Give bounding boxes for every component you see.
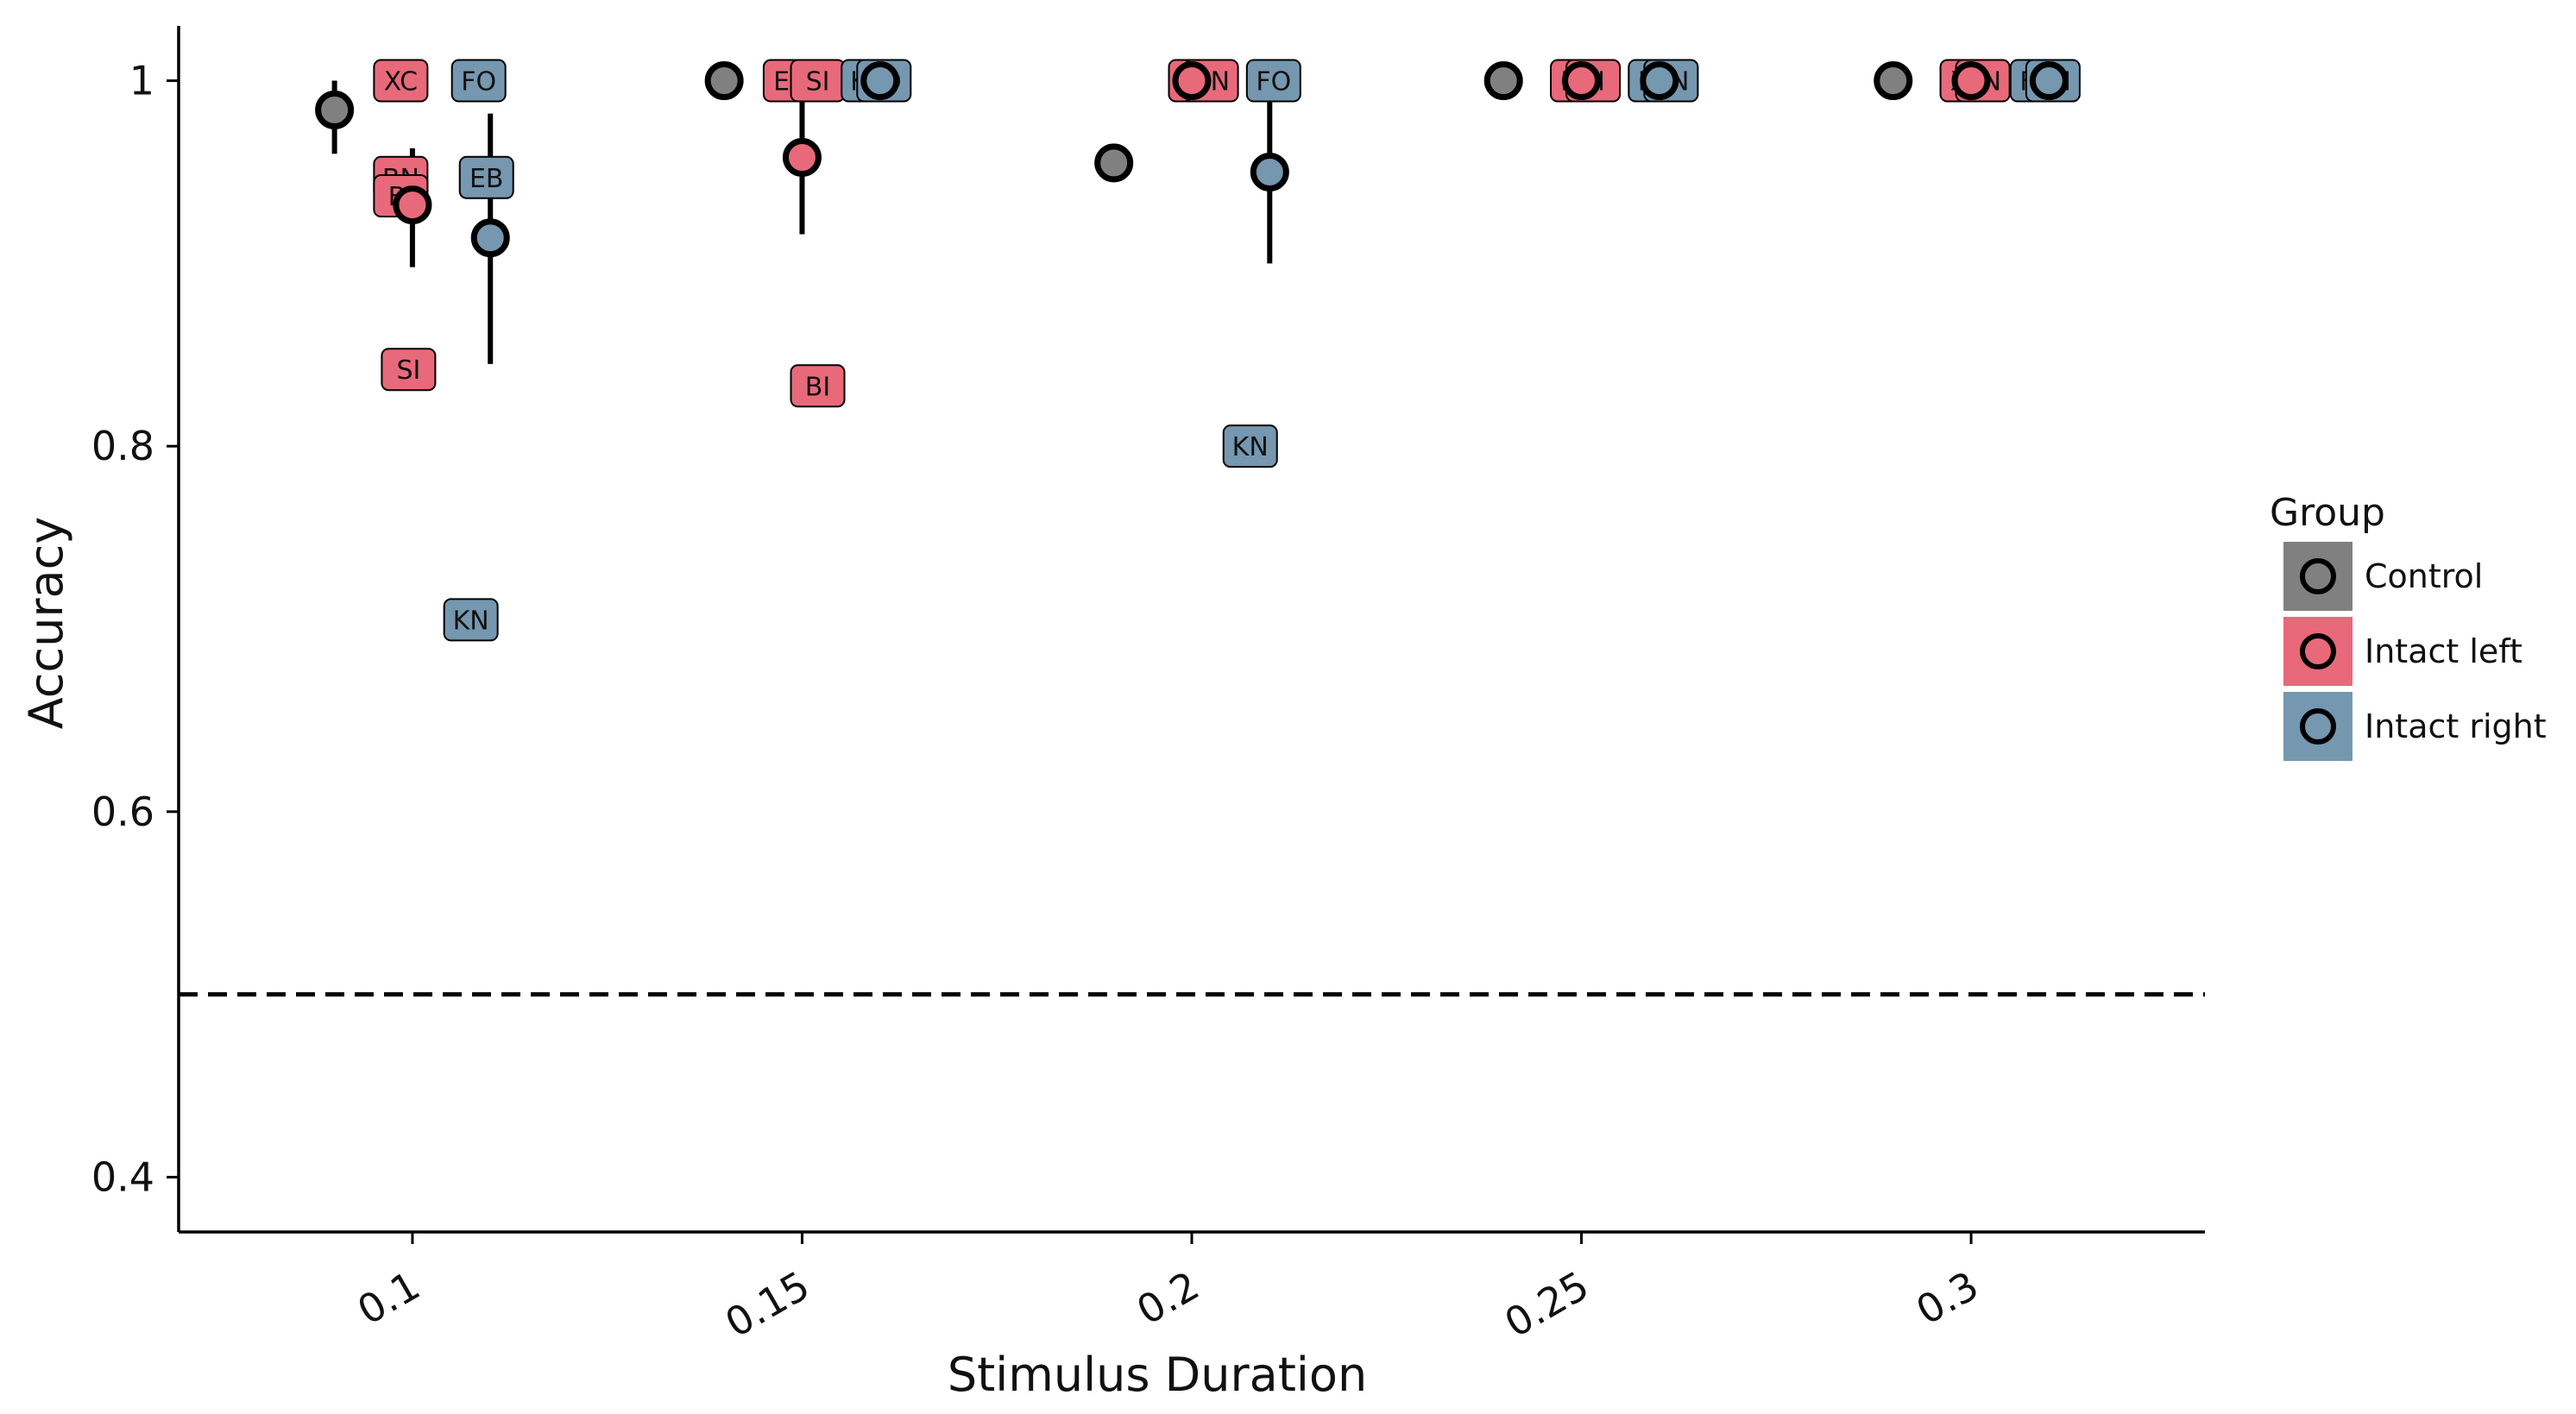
participant-label: EB (458, 155, 514, 199)
participant-label-text: EB (469, 164, 504, 194)
x-tick-label: 0.1 (350, 1262, 427, 1334)
participant-label: XC (373, 59, 429, 103)
legend-title: Group (2270, 491, 2385, 535)
legend-entry: Control (2283, 542, 2483, 611)
data-point-control (1094, 143, 1134, 183)
data-point-control (1483, 61, 1523, 101)
participant-label-box (458, 155, 514, 199)
x-tick-label: 0.2 (1129, 1262, 1206, 1334)
data-point-intact-left (1951, 61, 1991, 101)
mean-point-layer (315, 61, 2069, 258)
x-tick-label: 0.3 (1908, 1262, 1986, 1334)
y-tick-label: 0.6 (91, 789, 154, 835)
legend-label: Intact left (2365, 632, 2522, 670)
data-point-intact-right (1250, 152, 1289, 192)
data-point-intact-left (1172, 61, 1212, 101)
legend-marker (2300, 708, 2336, 745)
y-tick-label: 1 (129, 58, 154, 104)
participant-label-layer: XCBNBISIEBSIBIXCBNEBSIXCBNFOEBKNKNFOFOKN… (373, 59, 2081, 642)
axes: 0.4 0.6 0.8 1 0.1 0.15 0.2 0.25 0.3 (91, 26, 2205, 1347)
legend-label: Intact right (2365, 707, 2547, 745)
participant-label: SI (381, 348, 437, 392)
data-point-control (315, 90, 355, 129)
errorbar-layer (331, 80, 1273, 364)
y-tick-label: 0.4 (91, 1153, 154, 1200)
x-axis-title: Stimulus Duration (948, 1348, 1367, 1402)
participant-label-box (381, 348, 437, 392)
participant-label-text: FO (1256, 67, 1291, 97)
participant-label-box (373, 59, 429, 103)
participant-label: KN (443, 598, 499, 642)
data-point-intact-right (1640, 61, 1679, 101)
legend-entry: Intact right (2283, 692, 2547, 761)
participant-label-text: SI (806, 67, 830, 97)
data-point-intact-left (782, 138, 822, 178)
participant-label: FO (450, 59, 507, 103)
participant-label: KN (1222, 424, 1278, 468)
participant-label-box (1245, 59, 1301, 103)
data-point-intact-left (1562, 61, 1602, 101)
data-point-control (704, 61, 744, 101)
participant-label: BI (790, 364, 846, 408)
data-point-intact-right (2029, 61, 2069, 101)
data-point-control (1874, 61, 1913, 101)
participant-label-text: FO (461, 67, 496, 97)
y-tick-label: 0.8 (91, 423, 154, 469)
participant-label-text: BI (805, 372, 830, 402)
data-point-intact-right (470, 218, 510, 258)
legend-label: Control (2365, 557, 2483, 595)
legend-marker (2300, 633, 2336, 669)
participant-label-text: KN (453, 606, 489, 636)
data-point-intact-right (860, 61, 900, 101)
participant-label-text: SI (396, 355, 420, 386)
x-tick-label: 0.15 (717, 1262, 817, 1347)
participant-label-text: KN (1232, 432, 1269, 462)
participant-label-text: XC (384, 67, 418, 97)
legend-entries: Control Intact left Intact right (2283, 542, 2547, 761)
data-point-intact-left (393, 185, 432, 225)
legend: Group Control Intact left Intact right (2270, 491, 2547, 761)
participant-label-box (443, 598, 499, 642)
y-axis-title: Accuracy (19, 517, 73, 730)
legend-entry: Intact left (2283, 617, 2522, 686)
x-tick-label: 0.25 (1496, 1262, 1597, 1347)
participant-label: FO (1245, 59, 1301, 103)
participant-label: SI (790, 59, 846, 103)
legend-marker (2300, 558, 2336, 594)
participant-label-box (450, 59, 507, 103)
participant-label-box (1222, 424, 1278, 468)
participant-label-box (790, 364, 846, 408)
